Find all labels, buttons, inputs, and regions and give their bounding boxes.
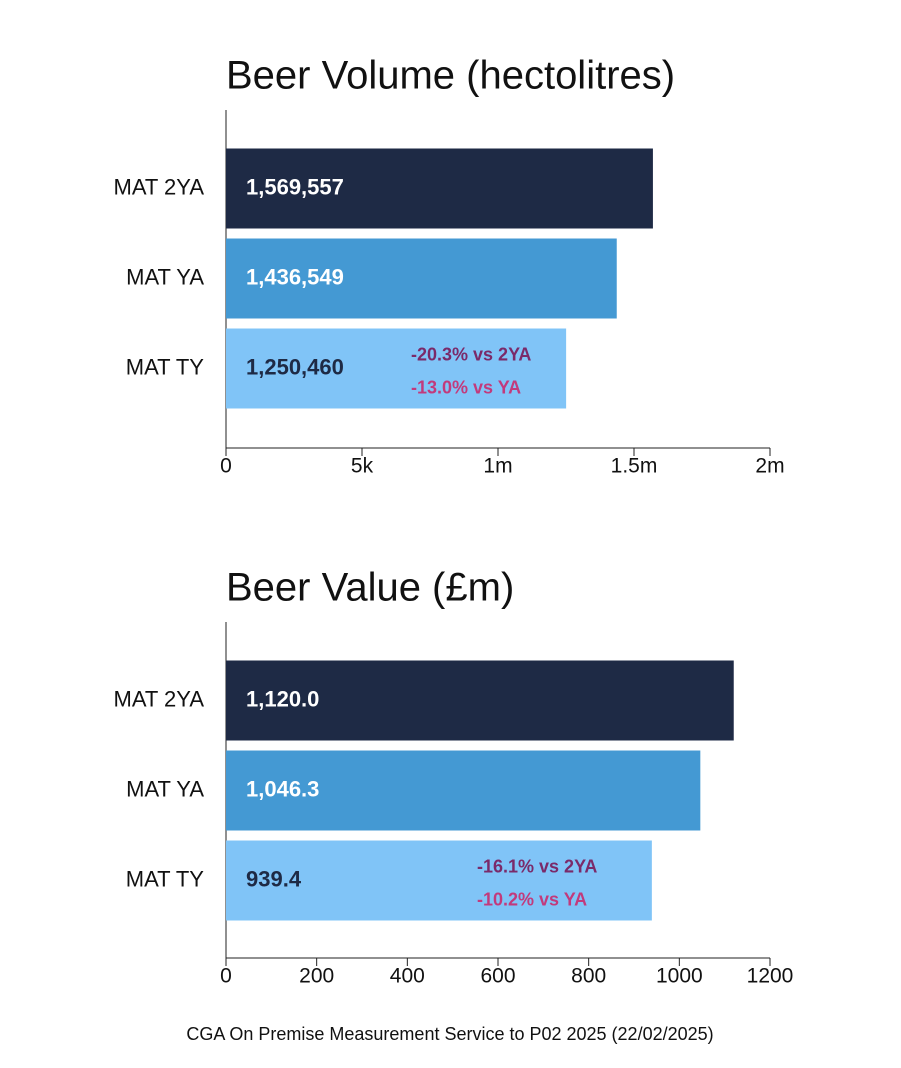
annotation: -10.2% vs YA bbox=[477, 889, 587, 909]
category-label: MAT YA bbox=[126, 776, 204, 801]
x-tick-label: 0 bbox=[220, 965, 232, 988]
bar bbox=[226, 660, 734, 741]
bar bbox=[226, 840, 652, 921]
bar bbox=[226, 148, 653, 229]
x-tick-label: 400 bbox=[390, 965, 425, 988]
annotation: -13.0% vs YA bbox=[411, 377, 521, 397]
value-label: 1,120.0 bbox=[246, 686, 319, 711]
category-label: MAT 2YA bbox=[114, 174, 205, 199]
x-tick-label: 5k bbox=[351, 455, 374, 478]
x-tick-label: 800 bbox=[571, 965, 606, 988]
category-label: MAT YA bbox=[126, 264, 204, 289]
x-tick-label: 1200 bbox=[747, 965, 794, 988]
chart-title: Beer Volume (hectolitres) bbox=[226, 54, 675, 98]
value-label: 1,046.3 bbox=[246, 776, 319, 801]
x-tick-label: 1000 bbox=[656, 965, 703, 988]
category-label: MAT 2YA bbox=[114, 686, 205, 711]
chart-title: Beer Value (£m) bbox=[226, 566, 514, 610]
x-tick-label: 1.5m bbox=[611, 455, 658, 478]
category-label: MAT TY bbox=[126, 866, 205, 891]
x-tick-label: 200 bbox=[299, 965, 334, 988]
x-tick-label: 0 bbox=[220, 455, 232, 478]
x-tick-label: 2m bbox=[755, 455, 784, 478]
value-label: 1,436,549 bbox=[246, 264, 344, 289]
value-label: 1,569,557 bbox=[246, 174, 344, 199]
x-tick-label: 600 bbox=[480, 965, 515, 988]
x-tick-label: 1m bbox=[483, 455, 512, 478]
bar bbox=[226, 238, 617, 319]
bar bbox=[226, 750, 701, 831]
value-label: 1,250,460 bbox=[246, 354, 344, 379]
annotation: -16.1% vs 2YA bbox=[477, 856, 597, 876]
source-note: CGA On Premise Measurement Service to P0… bbox=[186, 1024, 713, 1044]
annotation: -20.3% vs 2YA bbox=[411, 344, 531, 364]
value-label: 939.4 bbox=[246, 866, 302, 891]
category-label: MAT TY bbox=[126, 354, 205, 379]
bar bbox=[226, 328, 567, 409]
